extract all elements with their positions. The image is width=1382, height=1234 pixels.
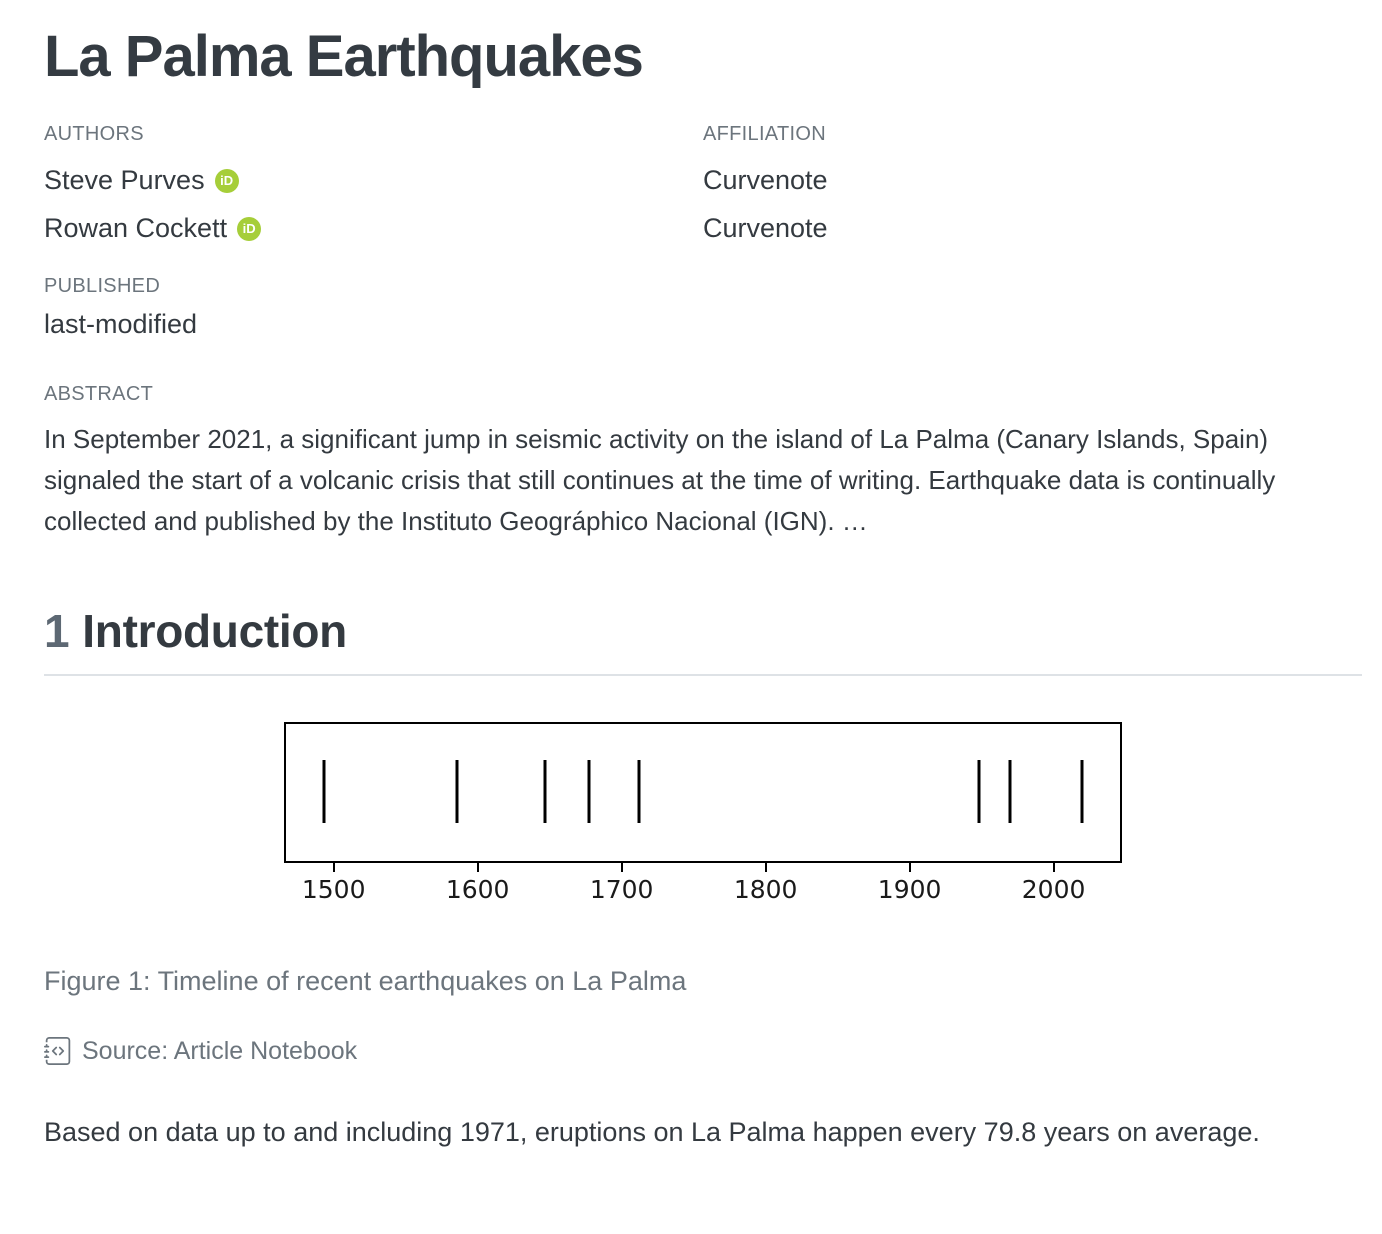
x-axis-tick-label: 1600 xyxy=(445,874,510,904)
author-name: Steve Purves xyxy=(44,165,205,196)
timeline-chart: 1500 1600 1700 1800 1900 2000 xyxy=(284,721,1122,911)
x-axis-tick-label: 1900 xyxy=(877,874,942,904)
x-axis: 1500 1600 1700 1800 1900 2000 xyxy=(284,862,1122,911)
x-axis-tick xyxy=(1052,862,1055,872)
section-title: Introduction xyxy=(82,604,347,657)
author-affiliation: Curvenote xyxy=(703,213,828,244)
section-number: 1 xyxy=(44,604,70,657)
event-tick xyxy=(543,759,547,823)
x-axis-tick-label: 1700 xyxy=(589,874,654,904)
x-axis-tick-label: 1500 xyxy=(301,874,366,904)
authors-label: AUTHORS xyxy=(44,122,144,145)
source-link[interactable]: Source: Article Notebook xyxy=(44,1037,357,1066)
author-row: Steve Purves iD xyxy=(44,157,703,205)
published-value: last-modified xyxy=(44,308,198,339)
event-tick xyxy=(1008,759,1012,823)
author-affiliation: Curvenote xyxy=(703,165,828,196)
journal-code-icon xyxy=(44,1037,72,1066)
authors-column: AUTHORS Steve Purves iD Rowan Cockett iD xyxy=(44,123,703,253)
abstract-label: ABSTRACT xyxy=(44,382,154,405)
abstract-text: In September 2021, a significant jump in… xyxy=(44,423,1276,536)
page-title: La Palma Earthquakes xyxy=(44,24,644,89)
x-axis-tick xyxy=(332,862,335,872)
x-axis-tick xyxy=(908,862,911,872)
orcid-icon[interactable]: iD xyxy=(237,216,262,241)
title-meta: AUTHORS Steve Purves iD Rowan Cockett iD… xyxy=(44,123,1362,542)
figure-1: 1500 1600 1700 1800 1900 2000 Figure 1: Timel… xyxy=(44,721,1362,997)
abstract-block: ABSTRACT In September 2021, a significan… xyxy=(44,383,1362,542)
authors-affiliations-grid: AUTHORS Steve Purves iD Rowan Cockett iD… xyxy=(44,123,1362,253)
article-page: La Palma Earthquakes AUTHORS Steve Purve… xyxy=(0,24,1382,1154)
event-tick xyxy=(587,759,591,823)
orcid-icon[interactable]: iD xyxy=(214,168,239,193)
event-tick xyxy=(455,759,459,823)
event-tick xyxy=(637,759,641,823)
author-row: Rowan Cockett iD xyxy=(44,205,703,253)
published-block: PUBLISHED last-modified xyxy=(44,275,1362,339)
event-tick xyxy=(322,759,326,823)
source-link-label: Source: Article Notebook xyxy=(82,1036,358,1065)
section-heading-introduction: 1 Introduction xyxy=(44,604,1362,676)
source-row: Source: Article Notebook xyxy=(44,1037,1362,1071)
x-axis-tick-label: 2000 xyxy=(1021,874,1086,904)
x-axis-tick xyxy=(764,862,767,872)
event-tick xyxy=(977,759,981,823)
affiliation-label: AFFILIATION xyxy=(703,122,826,145)
x-axis-tick-label: 1800 xyxy=(733,874,798,904)
x-axis-tick xyxy=(620,862,623,872)
x-axis-tick xyxy=(476,862,479,872)
affiliations-column: AFFILIATION Curvenote Curvenote xyxy=(703,123,1362,253)
event-tick xyxy=(1080,759,1084,823)
figure-caption: Figure 1: Timeline of recent earthquakes… xyxy=(44,965,687,996)
author-name: Rowan Cockett xyxy=(44,213,228,244)
conclusion-paragraph: Based on data up to and including 1971, … xyxy=(44,1117,1260,1148)
published-label: PUBLISHED xyxy=(44,274,161,297)
plot-area xyxy=(284,721,1122,863)
